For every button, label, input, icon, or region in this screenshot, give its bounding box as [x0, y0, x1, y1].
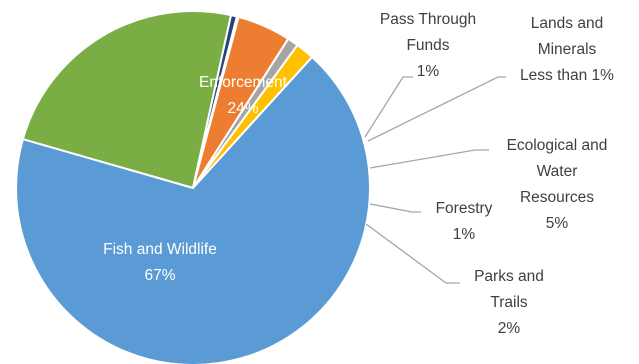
data-label-lands-and-minerals: Lands and Minerals Less than 1% — [520, 15, 614, 84]
slice-labels: Pass Through Funds 1% Lands and Minerals Less… — [103, 11, 614, 337]
data-label-line: 67% — [144, 267, 175, 284]
data-label-line: Resources — [520, 189, 594, 206]
data-label-line: 24% — [227, 100, 258, 117]
data-label-line: 5% — [546, 215, 569, 232]
data-label-line: Water — [537, 163, 578, 180]
data-label-pass-through-funds: Pass Through Funds 1% — [380, 11, 476, 80]
data-label-parks-and-trails: Parks and Trails 2% — [474, 268, 544, 337]
data-label-line: Pass Through — [380, 11, 476, 28]
data-label-line: Less than 1% — [520, 67, 614, 84]
leader-line-ecological-and-water-resources — [369, 149, 489, 169]
data-label-line: Trails — [490, 294, 528, 311]
data-label-line: Enforcement — [199, 74, 288, 91]
data-label-line: Minerals — [538, 41, 597, 58]
leader-line-pass-through-funds — [364, 76, 413, 138]
leader-line-forestry — [369, 203, 421, 213]
data-label-line: Forestry — [436, 200, 493, 217]
pie-slices — [15, 10, 371, 364]
data-label-line: Lands and — [531, 15, 603, 32]
pie-slice-fish-and-wildlife — [15, 56, 371, 364]
data-label-line: 2% — [498, 320, 521, 337]
leader-lines — [364, 76, 506, 284]
pie-slice-enforcement — [21, 10, 233, 189]
data-label-line: 1% — [453, 226, 476, 243]
data-label-line: Parks and — [474, 268, 544, 285]
data-label-line: Funds — [406, 37, 449, 54]
leader-line-lands-and-minerals — [367, 76, 506, 142]
leader-line-parks-and-trails — [365, 223, 460, 284]
data-label-line: Ecological and — [507, 137, 608, 154]
data-label-ecological-and-water-resources: Ecological and Water Resources 5% — [507, 137, 608, 232]
data-label-line: Fish and Wildlife — [103, 241, 217, 258]
data-label-forestry: Forestry 1% — [436, 200, 493, 243]
data-label-line: 1% — [417, 63, 440, 80]
data-label-enforcement: Enforcement 24% — [199, 74, 288, 117]
data-label-fish-and-wildlife: Fish and Wildlife 67% — [103, 241, 217, 284]
